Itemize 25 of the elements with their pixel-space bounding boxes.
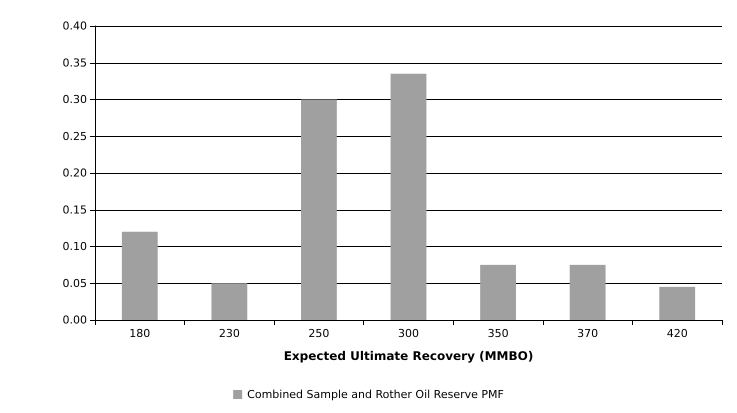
- y-tick-label: 0.25: [62, 130, 87, 143]
- y-tick-label: 0.00: [62, 314, 87, 326]
- y-tick-label: 0.10: [62, 240, 87, 253]
- bar: [301, 100, 337, 320]
- x-tick-label: 250: [308, 327, 330, 340]
- bar: [659, 286, 696, 320]
- bar: [211, 283, 248, 320]
- x-tick-label: 180: [129, 327, 150, 340]
- x-tick-label: 370: [577, 327, 598, 340]
- x-axis-title: Expected Ultimate Recovery (MMBO): [284, 349, 534, 363]
- x-tick-label: 230: [218, 327, 240, 340]
- bar: [122, 232, 158, 320]
- y-tick-label: 0.40: [62, 20, 87, 32]
- y-tick-label: 0.30: [62, 93, 87, 106]
- y-tick-label: 0.20: [62, 166, 87, 180]
- bar: [480, 264, 516, 320]
- x-tick-label: 420: [666, 327, 688, 340]
- bar: [570, 264, 606, 320]
- y-tick-label: 0.15: [62, 203, 87, 216]
- x-tick-label: 350: [488, 327, 509, 340]
- legend-label: Combined Sample and Rother Oil Reserve PMF: [247, 388, 504, 401]
- y-tick-label: 0.05: [62, 276, 87, 290]
- x-tick-label: 300: [398, 327, 419, 340]
- bar: [390, 74, 426, 320]
- y-tick-label: 0.35: [62, 56, 87, 70]
